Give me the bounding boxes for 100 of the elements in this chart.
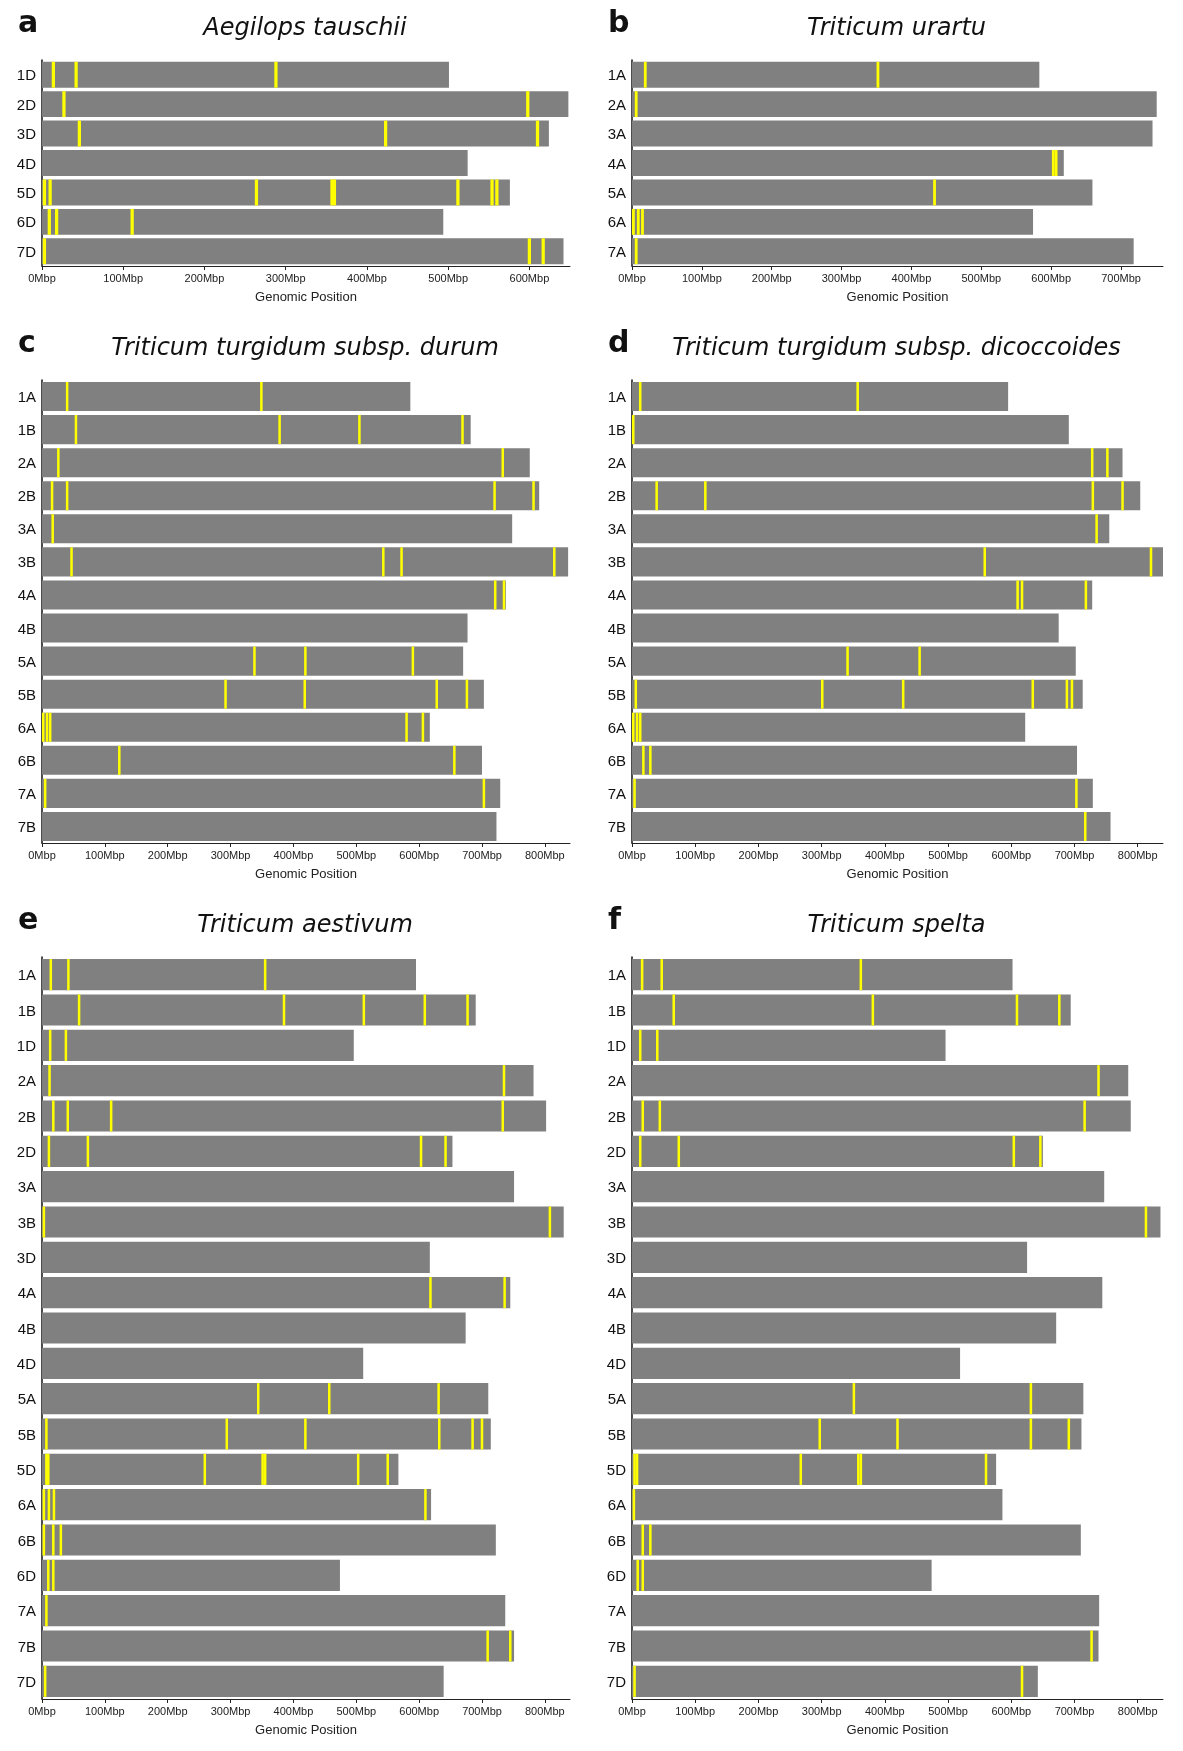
x-tick-label: 400Mbp (864, 848, 905, 861)
chart-title: Triticum urartu (806, 13, 987, 41)
y-tick-label: 6D (606, 1566, 627, 1584)
y-tick-label: 7A (17, 1602, 36, 1620)
y-tick-label: 1B (17, 1001, 36, 1019)
x-tick-label: 600Mbp (1031, 271, 1072, 284)
x-tick-label: 700Mbp (1054, 848, 1095, 861)
y-tick-label: 3A (607, 1178, 626, 1196)
y-tick-label: 4A (17, 586, 36, 604)
x-tick-label: 0Mbp (28, 1704, 56, 1717)
text: d (608, 323, 630, 359)
x-tick-label: 200Mbp (147, 1704, 188, 1717)
y-tick-label: 2A (17, 1072, 36, 1090)
y-tick-label: 6A (17, 718, 36, 736)
chart-title: Aegilops tauschii (201, 13, 408, 41)
y-tick-label: 5B (17, 685, 36, 703)
x-axis-title: Genomic Position (846, 289, 949, 304)
y-tick-label: 3B (17, 553, 36, 571)
y-tick-label: 1A (607, 66, 626, 84)
x-tick-label: 200Mbp (184, 271, 225, 284)
y-tick-label: 3D (606, 1248, 627, 1266)
y-tick-label: 5D (16, 183, 37, 201)
y-tick-label: 7A (17, 784, 36, 802)
y-tick-label: 2D (16, 1142, 37, 1160)
y-tick-label: 5B (607, 685, 626, 703)
y-tick-label: 6A (607, 718, 626, 736)
y-tick-label: 7B (17, 817, 36, 835)
x-tick-label: 600Mbp (509, 271, 550, 284)
y-tick-label: 5B (607, 1425, 626, 1443)
y-tick-label: 1D (606, 1036, 627, 1054)
y-tick-label: 7D (16, 242, 37, 260)
x-tick-label: 400Mbp (891, 271, 932, 284)
x-tick-label: 400Mbp (864, 1704, 905, 1717)
x-tick-label: 300Mbp (265, 271, 306, 284)
x-tick-label: 100Mbp (675, 1704, 716, 1717)
x-tick-label: 700Mbp (462, 848, 502, 861)
y-tick-label: 3A (607, 125, 626, 143)
y-tick-label: 2D (606, 1142, 627, 1160)
x-tick-label: 0Mbp (618, 848, 646, 861)
chart-title: Triticum spelta (807, 910, 986, 938)
text: f (608, 900, 622, 936)
y-tick-label: 7A (607, 242, 626, 260)
x-tick-label: 500Mbp (961, 271, 1002, 284)
y-tick-label: 4A (17, 1284, 36, 1302)
y-tick-label: 5A (17, 652, 36, 670)
y-tick-label: 4A (607, 154, 626, 172)
y-tick-label: 2B (17, 487, 36, 505)
x-tick-label: 300Mbp (821, 271, 862, 284)
y-tick-label: 6A (17, 1496, 36, 1514)
x-tick-label: 300Mbp (801, 848, 842, 861)
y-tick-label: 5A (17, 1390, 36, 1408)
x-tick-label: 600Mbp (991, 848, 1032, 861)
y-tick-label: 4B (17, 1319, 36, 1337)
y-tick-label: 1D (16, 66, 37, 84)
y-tick-label: 2A (17, 454, 36, 472)
y-tick-label: 2A (607, 95, 626, 113)
y-tick-label: 6B (17, 1531, 36, 1549)
x-tick-label: 100Mbp (675, 848, 716, 861)
y-tick-label: 5B (17, 1425, 36, 1443)
x-axis-title: Genomic Position (846, 1722, 949, 1737)
y-tick-label: 3B (607, 1213, 626, 1231)
y-tick-label: 7D (606, 1672, 627, 1690)
x-tick-label: 100Mbp (103, 271, 144, 284)
x-tick-label: 300Mbp (210, 848, 251, 861)
y-tick-label: 1B (17, 421, 36, 439)
y-tick-label: 3A (607, 520, 626, 538)
x-tick-label: 0Mbp (618, 1704, 646, 1717)
x-tick-label: 100Mbp (84, 1704, 125, 1717)
y-tick-label: 6D (16, 1566, 37, 1584)
y-tick-label: 5A (607, 1390, 626, 1408)
y-tick-label: 7B (607, 1637, 626, 1655)
y-tick-label: 4B (607, 1319, 626, 1337)
y-tick-label: 4B (607, 619, 626, 637)
x-tick-label: 300Mbp (210, 1704, 251, 1717)
x-tick-label: 500Mbp (336, 848, 377, 861)
text: c (18, 323, 36, 359)
y-tick-label: 2B (17, 1107, 36, 1125)
x-tick-label: 500Mbp (336, 1704, 377, 1717)
x-tick-label: 800Mbp (1117, 1704, 1158, 1717)
x-axis-title: Genomic Position (255, 1722, 357, 1737)
y-tick-label: 1A (17, 388, 36, 406)
y-tick-label: 2B (607, 1107, 626, 1125)
x-tick-label: 100Mbp (84, 848, 125, 861)
y-tick-label: 7A (607, 1602, 626, 1620)
x-tick-label: 800Mbp (1117, 848, 1158, 861)
y-tick-label: 2D (16, 95, 37, 113)
x-tick-label: 700Mbp (462, 1704, 502, 1717)
y-tick-label: 6A (607, 1496, 626, 1514)
y-tick-label: 1A (607, 388, 626, 406)
y-tick-label: 4D (606, 1354, 627, 1372)
y-tick-label: 3B (17, 1213, 36, 1231)
x-tick-label: 400Mbp (347, 271, 387, 284)
chart-title: Triticum aestivum (197, 910, 413, 938)
x-axis-title: Genomic Position (846, 866, 949, 881)
x-tick-label: 400Mbp (273, 848, 314, 861)
x-tick-label: 600Mbp (399, 848, 440, 861)
y-tick-label: 2B (607, 487, 626, 505)
y-tick-label: 4D (16, 1354, 37, 1372)
y-tick-label: 5A (607, 183, 626, 201)
x-tick-label: 600Mbp (399, 1704, 440, 1717)
